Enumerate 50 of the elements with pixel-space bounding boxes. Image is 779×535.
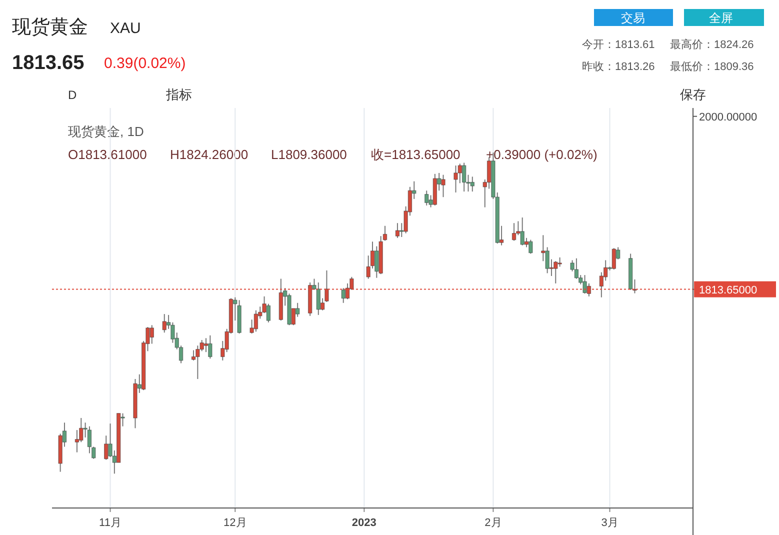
candlestick xyxy=(520,217,524,246)
candlestick xyxy=(528,239,533,254)
annotation: H1824.26000 xyxy=(170,147,248,162)
candlestick xyxy=(554,260,558,284)
candlestick xyxy=(345,282,350,300)
candlestick xyxy=(512,222,516,242)
candlestick xyxy=(470,176,474,192)
candlestick xyxy=(150,324,154,344)
candlestick xyxy=(424,190,429,206)
candlestick xyxy=(441,174,446,198)
text: 指标 xyxy=(165,87,192,102)
candlestick xyxy=(558,256,562,268)
candlestick xyxy=(454,165,458,193)
text: D xyxy=(68,88,77,102)
text: 全屏 xyxy=(709,11,733,25)
candlestick xyxy=(612,248,616,270)
x-tick-label: 3月 xyxy=(601,517,618,529)
x-tick-label: 12月 xyxy=(224,517,247,529)
text: 最低价：1809.36 xyxy=(670,61,754,73)
candlestick xyxy=(204,338,208,353)
candlestick xyxy=(341,288,346,304)
candlestick xyxy=(104,435,108,460)
annotation: +0.39000 (+0.02%) xyxy=(486,147,598,162)
chart-subtitle: XAU xyxy=(110,20,141,37)
text: 交易 xyxy=(621,11,645,25)
candlestick xyxy=(374,246,379,278)
y-tick-label: 1813.65000 xyxy=(699,284,758,296)
candlestick xyxy=(458,163,462,184)
candlestick xyxy=(395,222,400,238)
candlestick xyxy=(462,162,466,192)
text: 最高价：1824.26 xyxy=(670,38,754,51)
annotation: L1809.36000 xyxy=(271,147,347,162)
chart-title: 现货黄金 xyxy=(12,17,88,38)
y-tick-label: 2000.00000 xyxy=(699,111,758,124)
text: 1813.65 xyxy=(12,52,84,74)
candlestick xyxy=(162,314,166,334)
text: 0.39(0.02%) xyxy=(104,55,186,72)
x-tick-label: 2023 xyxy=(352,517,376,529)
annotation: 收=1813.65000 xyxy=(371,147,460,162)
text: 今开：1813.61 xyxy=(582,39,655,51)
candlestick xyxy=(254,310,258,332)
x-tick-label: 11月 xyxy=(99,517,122,529)
x-tick-label: 2月 xyxy=(484,517,502,529)
candlestick xyxy=(582,274,587,294)
annotation: O1813.61000 xyxy=(68,147,147,162)
candlestick xyxy=(316,282,320,316)
candlestick xyxy=(208,334,212,360)
text: 保存 xyxy=(680,87,706,102)
text: 昨收：1813.26 xyxy=(582,61,655,73)
annotation: 现货黄金, 1D xyxy=(68,124,144,139)
